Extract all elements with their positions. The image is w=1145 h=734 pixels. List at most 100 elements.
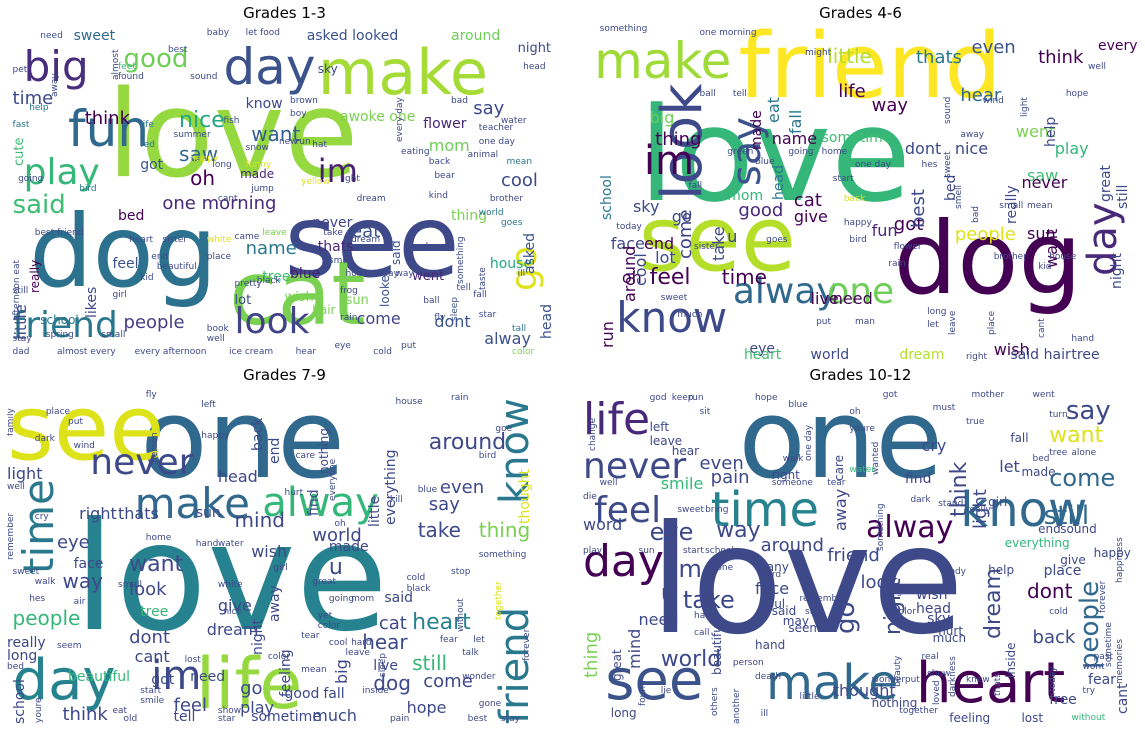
word-blue: blue [788, 400, 808, 410]
word-blue: blue [755, 157, 775, 167]
word-back: back [428, 157, 451, 167]
word-let: let [999, 456, 1020, 476]
word-heart: heart [916, 651, 1066, 716]
word-think: think [84, 108, 130, 130]
wordcloud-panel-grades-10-12: love one see heart make time know life never day f… [583, 384, 1138, 724]
word-bed: bed [7, 661, 24, 672]
word-walk: walk [34, 576, 56, 587]
word-dream: dream [351, 235, 381, 246]
word-one-day: one day [478, 136, 515, 147]
word-love: love [649, 494, 965, 669]
word-die: die [583, 491, 597, 502]
word-sad: sad [412, 242, 429, 252]
word-right: right [965, 352, 988, 362]
word-family: family [7, 408, 16, 436]
word-darkness: darkness [948, 656, 959, 697]
word-back: back [250, 417, 267, 451]
word-alway: alway [262, 479, 379, 526]
word-nice: nice [223, 607, 243, 618]
word-hard: hard [760, 570, 782, 580]
word-bad: bad [451, 95, 468, 106]
word-flower: flower [893, 242, 922, 252]
word-said: said [1010, 347, 1039, 362]
word-awoke-one: awoke one [340, 109, 416, 126]
word-make: make [766, 655, 898, 712]
word-mean: mean [1027, 201, 1053, 212]
word-way: way [395, 269, 414, 280]
word-cat: cat [378, 613, 407, 635]
word-knew: knew [965, 675, 990, 686]
word-day: day [583, 536, 664, 588]
word-ice-cream: ice cream [229, 347, 274, 358]
word-together: together [494, 581, 505, 621]
word-cry: cry [34, 512, 49, 523]
word-everything: everything [383, 449, 400, 525]
word-sky: sky [317, 61, 338, 76]
word-give: give [217, 596, 252, 616]
panel-title-grades-10-12: Grades 10-12 [809, 366, 912, 384]
word-oh: oh [190, 166, 216, 191]
word-end: end [266, 438, 283, 465]
word-say: say [428, 494, 460, 516]
word-around: around [428, 429, 507, 455]
word-ball: ball [423, 296, 440, 307]
word-put: put [401, 340, 416, 351]
word-girl: girl [112, 289, 127, 300]
word-sound: sound [942, 96, 953, 124]
word-night: night [1109, 253, 1126, 290]
word-another: another [731, 688, 742, 724]
word-night: night [517, 41, 552, 57]
word-friend: friend [738, 22, 1002, 119]
word-im: im [644, 138, 695, 184]
word-hear: hear [295, 347, 317, 358]
word-life: life [140, 119, 154, 130]
word-around: around [451, 27, 501, 44]
word-dont: dont [904, 139, 942, 158]
word-left: left [201, 400, 216, 410]
word-great: great [1098, 164, 1115, 202]
word-lost: lost [1021, 711, 1044, 724]
word-need: need [190, 668, 226, 685]
word-eat: eat [351, 220, 381, 242]
word-lie: lie [660, 685, 672, 696]
word-dark: dark [910, 495, 931, 506]
word-dog: dog [893, 200, 1082, 317]
word-animal: animal [467, 150, 499, 161]
word-even: even [971, 37, 1016, 58]
word-see: see [605, 647, 704, 713]
word-must: must [932, 403, 956, 414]
word-happy: happy [1093, 546, 1131, 561]
word-hand: hand [755, 638, 786, 652]
word-look: look [129, 579, 167, 601]
word-know: know [616, 293, 728, 343]
word-made: made [240, 167, 275, 182]
word-stay: stay [500, 714, 520, 724]
wordcloud-panel-grades-7-9: love one see life day make alway never time im kno… [7, 384, 562, 724]
word-best-friend: best friend [34, 228, 84, 239]
word-face: face [73, 556, 104, 573]
word-still: still [12, 286, 29, 297]
word-sky: sky [927, 610, 951, 627]
word-wish: wish [284, 289, 314, 305]
word-thing: thing [583, 631, 602, 679]
word-let-food: let food [245, 27, 280, 38]
word-bird: bird [849, 235, 867, 246]
word-together: together [899, 706, 939, 716]
word-kind: kind [428, 191, 448, 201]
word-school: school [705, 546, 734, 557]
word-pet: pet [12, 65, 28, 76]
word-spring: spring [45, 330, 74, 341]
word-today: today [1048, 666, 1059, 693]
word-time: time [710, 482, 820, 538]
word-fall: fall [473, 289, 487, 300]
word-frog: frog [340, 286, 358, 297]
word-feel: feel [112, 255, 139, 272]
word-person: person [732, 658, 764, 669]
word-one-morning: one morning [162, 193, 277, 215]
word-people: people [123, 312, 185, 334]
word-baby: baby [206, 27, 230, 38]
word-cold: cold [406, 573, 426, 584]
word-hurt: hurt [284, 488, 304, 499]
word-memories: memories [1114, 638, 1125, 684]
word-nothing: nothing [871, 695, 918, 710]
